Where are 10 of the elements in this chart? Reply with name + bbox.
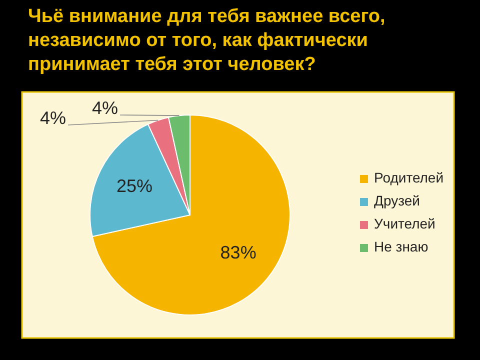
data-label: 83% xyxy=(220,242,256,263)
legend-label: Родителей xyxy=(374,170,444,186)
pie-slice xyxy=(92,114,290,316)
legend-label: Учителей xyxy=(374,216,436,232)
legend-label: Друзей xyxy=(374,192,420,209)
data-label: 4% xyxy=(40,108,66,128)
data-label: 4% xyxy=(92,98,118,118)
legend-label: Не знаю xyxy=(374,238,428,255)
chart-title: Чьё внимание для тебя важнее всего, независимо от того, как фактически принимает тебя этот человек? xyxy=(28,6,386,75)
data-label: 25% xyxy=(116,176,152,196)
